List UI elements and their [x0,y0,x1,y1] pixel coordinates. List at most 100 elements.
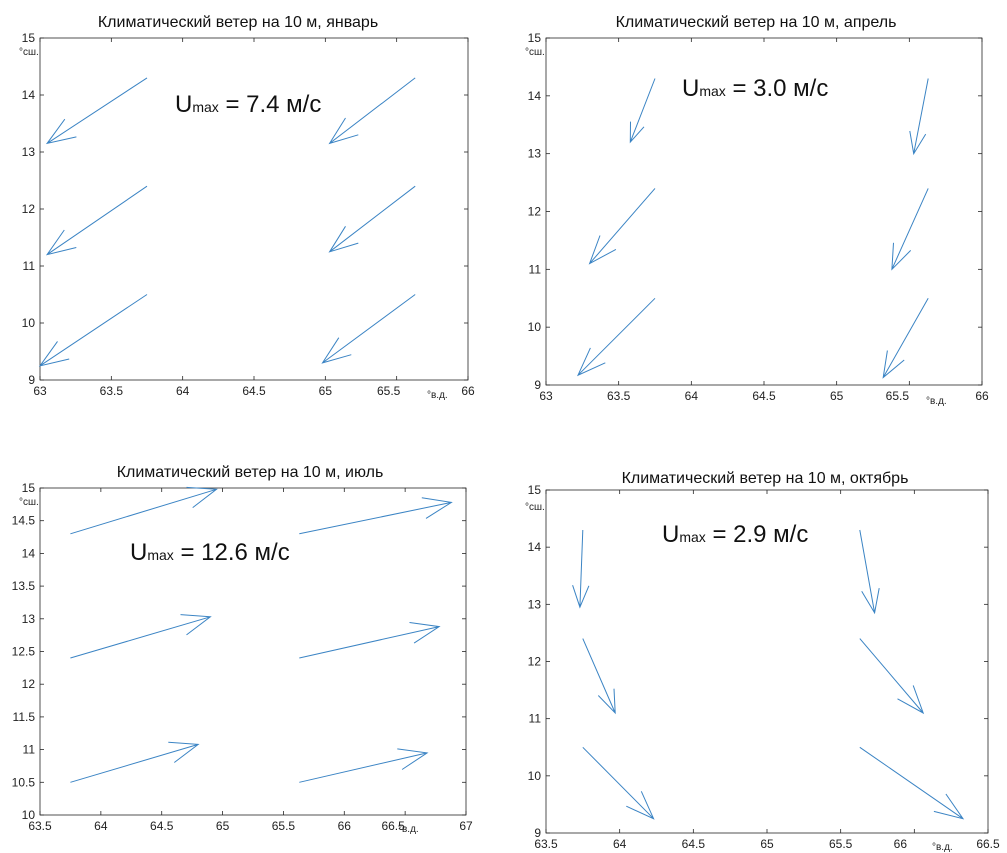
y-tick-label: 10 [528,769,542,783]
x-tick-label: 66 [975,389,989,403]
umax-label: Umax = 3.0 м/с [682,75,828,102]
plot-area [545,37,983,386]
y-tick-label: 11 [529,262,542,276]
wind-vectors [38,77,416,367]
wind-arrow [629,78,656,144]
x-tick-label: 66 [894,837,908,851]
y-tick-label: 10.5 [12,775,36,789]
axes-ticks: 63 63.5 64 64.5 65 65.5 66 9 10 11 12 13 14 15 [528,31,989,403]
x-tick-label: 65 [760,837,774,851]
wind-arrow [859,529,880,615]
wind-vectors [70,486,453,783]
wind-arrow [45,185,148,256]
x-unit-label: °в.д. [926,396,947,407]
x-tick-label: 63 [539,389,553,403]
y-tick-label: 12 [528,205,542,219]
x-tick-label: 63 [33,384,47,398]
x-tick-label: 67 [459,819,473,833]
x-unit-label: °в.д. [427,390,448,401]
x-tick-label: 65.5 [377,384,401,398]
y-tick-label: 11 [23,259,36,273]
wind-arrow [299,748,429,783]
panel-title: Климатический ветер на 10 м, июль [117,464,384,481]
wind-arrow [45,77,148,145]
y-tick-label: 11.5 [13,710,36,724]
y-tick-label: 10 [22,316,36,330]
x-tick-label: 65 [830,389,844,403]
panel-january: Климатический ветер на 10 м, январь Umax… [19,14,475,401]
y-unit-label: °сш. [525,502,545,513]
axes-ticks: 63.5 64 64.5 65 65.5 66 66.5 9 10 11 12 13 14 15 [528,483,1000,851]
umax-label: Umax = 12.6 м/с [130,539,290,566]
wind-arrow [582,746,655,820]
y-tick-label: 15 [22,481,36,495]
plot-area [39,37,469,381]
y-tick-label: 9 [534,826,541,840]
wind-arrow [328,77,416,145]
x-tick-label: 66 [461,384,475,398]
panel-october: Климатический ветер на 10 м, октябрь Uma… [525,470,1000,853]
y-tick-label: 13 [528,147,542,161]
x-unit-label: °в.д. [932,842,953,853]
wind-arrow [328,185,416,253]
y-tick-label: 10 [528,320,542,334]
y-tick-label: 14.5 [12,514,36,528]
x-tick-label: 63.5 [28,819,52,833]
y-unit-label: °сш. [19,497,39,508]
y-tick-label: 10 [22,808,36,822]
y-tick-label: 14 [528,89,542,103]
y-tick-label: 15 [528,483,542,497]
wind-arrow [576,297,656,377]
y-tick-label: 9 [28,373,35,387]
wind-arrow [588,188,656,265]
x-tick-label: 66 [338,819,352,833]
y-tick-label: 9 [534,378,541,392]
wind-vectors [572,529,965,820]
wind-arrow [70,614,212,659]
x-tick-label: 65.5 [886,389,910,403]
wind-arrow [859,638,925,715]
y-tick-label: 12 [528,655,542,669]
y-tick-label: 11 [529,712,542,726]
x-tick-label: 64.5 [150,819,174,833]
y-tick-label: 11 [23,743,36,757]
x-tick-label: 64 [94,819,108,833]
x-tick-label: 64.5 [752,389,776,403]
panel-july: Климатический ветер на 10 м, июль Umax =… [12,464,473,835]
umax-label: Umax = 7.4 м/с [175,91,321,118]
wind-arrow [70,741,200,783]
x-tick-label: 64 [613,837,627,851]
wind-arrow [891,188,929,271]
x-tick-label: 65 [216,819,230,833]
y-tick-label: 12 [22,202,36,216]
x-tick-label: 64.5 [242,384,266,398]
x-tick-label: 66.5 [976,837,1000,851]
panel-title: Климатический ветер на 10 м, октябрь [622,470,909,487]
umax-label: Umax = 2.9 м/с [662,521,808,548]
x-tick-label: 66.5 [381,819,405,833]
x-tick-label: 63.5 [607,389,631,403]
x-tick-label: 65.5 [272,819,296,833]
x-tick-label: 63.5 [100,384,124,398]
y-tick-label: 14 [22,88,36,102]
wind-arrow [70,486,218,535]
y-tick-label: 15 [22,31,36,45]
y-tick-label: 15 [528,31,542,45]
x-tick-label: 65.5 [829,837,853,851]
panel-april: Климатический ветер на 10 м, апрель Umax… [525,14,989,407]
wind-arrow [321,294,416,364]
wind-arrow [582,638,616,715]
plot-area [545,489,989,834]
wind-vectors [576,78,929,379]
wind-arrow [572,529,590,609]
y-tick-label: 13.5 [12,579,36,593]
y-unit-label: °сш. [525,47,545,58]
wind-arrow [38,294,148,367]
x-tick-label: 63.5 [534,837,558,851]
x-tick-label: 64 [176,384,190,398]
wind-arrow [882,298,929,379]
wind-arrow [299,622,441,659]
y-tick-label: 13 [22,145,36,159]
panel-title: Климатический ветер на 10 м, апрель [616,14,897,31]
